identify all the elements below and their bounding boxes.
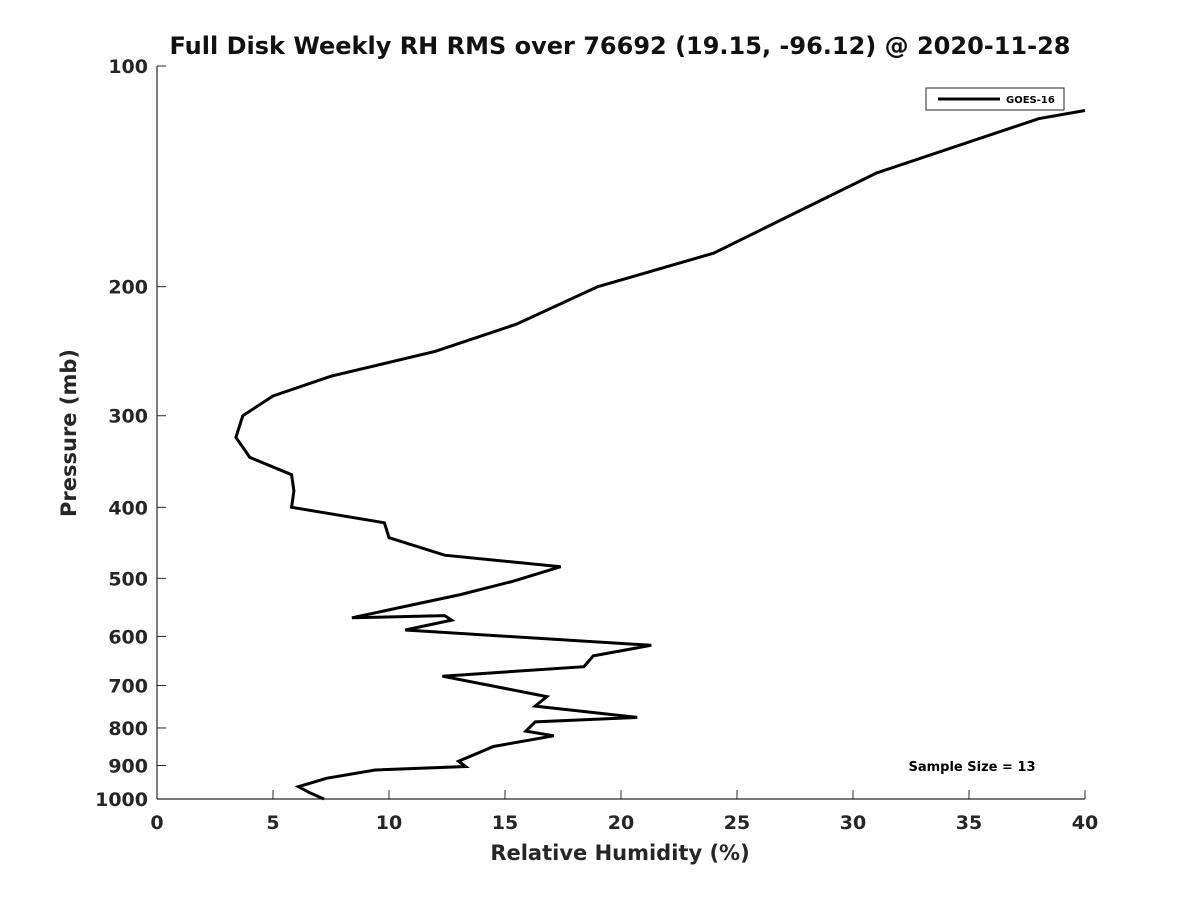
- series-line-goes-16: [234, 109, 1086, 801]
- axes: [156, 66, 1085, 800]
- x-tick-label: 5: [266, 812, 279, 834]
- y-tick-label: 700: [108, 675, 148, 697]
- legend-label: GOES-16: [1006, 95, 1055, 106]
- y-axis-label: Pressure (mb): [57, 349, 81, 517]
- y-tick-label: 500: [108, 568, 148, 590]
- y-tick-label: 800: [108, 718, 148, 740]
- x-tick-label: 25: [724, 812, 750, 834]
- x-tick-label: 35: [956, 812, 982, 834]
- x-axis-label: Relative Humidity (%): [490, 841, 749, 865]
- tick-marks: 0 5 10 15 20 25 30 35 40 100 200 300 400 500 600 700 800…: [95, 56, 1098, 834]
- sample-size-annotation: Sample Size = 13: [908, 760, 1035, 775]
- legend: GOES-16: [925, 87, 1065, 111]
- x-tick-label: 30: [840, 812, 866, 834]
- series-group: [234, 109, 1086, 801]
- chart-title: Full Disk Weekly RH RMS over 76692 (19.1…: [169, 32, 1070, 60]
- x-tick-label: 10: [376, 812, 402, 834]
- x-tick-label: 0: [150, 812, 163, 834]
- x-tick-label: 15: [492, 812, 518, 834]
- y-tick-label: 600: [108, 626, 148, 648]
- y-tick-label: 900: [108, 755, 148, 777]
- x-tick-label: 20: [608, 812, 634, 834]
- y-tick-label: 1000: [95, 789, 148, 811]
- y-tick-label: 100: [108, 56, 148, 78]
- y-tick-label: 400: [108, 497, 148, 519]
- x-tick-label: 40: [1072, 812, 1098, 834]
- y-tick-label: 300: [108, 406, 148, 428]
- y-tick-label: 200: [108, 277, 148, 299]
